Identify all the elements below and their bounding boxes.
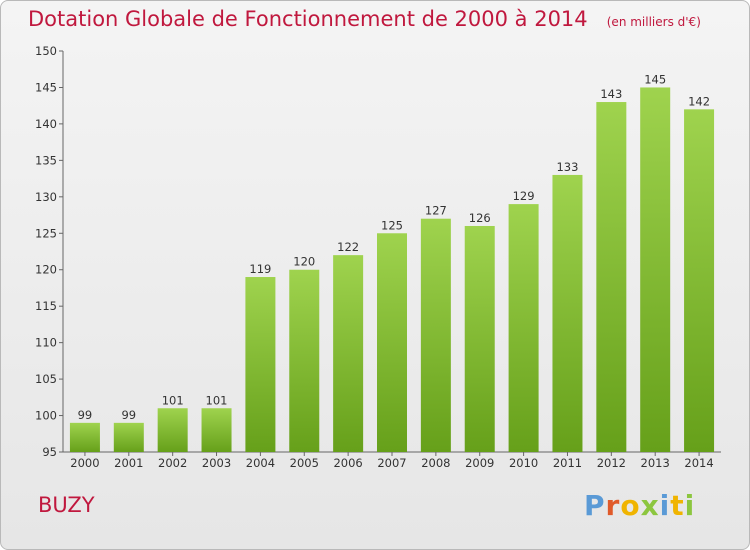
chart-subtitle: (en milliers d'€) bbox=[606, 15, 701, 29]
data-labels: 99 99 101 101 119 120 122 125 127 126 129 133 143 145… bbox=[78, 72, 710, 421]
bar bbox=[640, 87, 671, 453]
logo-letter: i bbox=[684, 489, 696, 522]
x-tick-label: 2006 bbox=[333, 456, 362, 470]
bar-value-label: 120 bbox=[293, 255, 315, 269]
bar-value-label: 127 bbox=[425, 204, 447, 218]
x-tick-label: 2002 bbox=[158, 456, 187, 470]
x-tick-label: 2004 bbox=[246, 456, 275, 470]
bar bbox=[420, 218, 451, 452]
bar bbox=[684, 109, 715, 452]
logo-letter: i bbox=[659, 489, 671, 522]
bar-value-label: 143 bbox=[600, 87, 622, 101]
bar-value-label: 126 bbox=[469, 211, 491, 225]
bar-value-label: 142 bbox=[688, 94, 710, 108]
x-tick-label: 2010 bbox=[509, 456, 538, 470]
bar bbox=[113, 422, 144, 452]
y-tick-label: 125 bbox=[35, 226, 57, 240]
x-tick-label: 2012 bbox=[597, 456, 626, 470]
y-tick-label: 120 bbox=[35, 263, 57, 277]
bar-value-label: 101 bbox=[162, 393, 184, 407]
x-tick-label: 2003 bbox=[202, 456, 231, 470]
axes: 95 100 105 110 115 120 125 130 135 140 145 150 2000 2… bbox=[35, 44, 721, 470]
bar-value-label: 122 bbox=[337, 240, 359, 254]
bar-value-label: 129 bbox=[513, 189, 535, 203]
x-tick-label: 2008 bbox=[421, 456, 450, 470]
x-tick-label: 2000 bbox=[70, 456, 99, 470]
logo-letter: t bbox=[670, 489, 685, 522]
bar bbox=[245, 277, 276, 452]
x-tick-label: 2001 bbox=[114, 456, 143, 470]
y-tick-label: 145 bbox=[35, 80, 57, 94]
bar bbox=[464, 225, 495, 452]
bar bbox=[552, 174, 583, 453]
bar-value-label: 125 bbox=[381, 218, 403, 232]
x-tick-label: 2009 bbox=[465, 456, 494, 470]
x-tick-label: 2007 bbox=[377, 456, 406, 470]
bar-value-label: 101 bbox=[206, 393, 228, 407]
y-tick-label: 105 bbox=[35, 372, 57, 386]
bar bbox=[333, 255, 364, 452]
title-row: Dotation Globale de Fonctionnement de 20… bbox=[28, 7, 701, 31]
y-tick-label: 140 bbox=[35, 117, 57, 131]
y-tick-label: 110 bbox=[35, 336, 57, 350]
chart-title: Dotation Globale de Fonctionnement de 20… bbox=[28, 7, 588, 31]
bar-value-label: 133 bbox=[556, 160, 578, 174]
bar bbox=[69, 422, 100, 452]
x-tick-label: 2013 bbox=[641, 456, 670, 470]
bar-value-label: 99 bbox=[78, 408, 93, 422]
y-tick-label: 150 bbox=[35, 44, 57, 58]
y-tick-label: 95 bbox=[42, 445, 57, 459]
logo-letter: P bbox=[584, 489, 606, 522]
bar bbox=[201, 408, 232, 452]
commune-label: BUZY bbox=[38, 493, 95, 517]
logo-letter: r bbox=[605, 489, 621, 522]
y-tick-label: 100 bbox=[35, 409, 57, 423]
y-tick-label: 130 bbox=[35, 190, 57, 204]
x-tick-label: 2011 bbox=[553, 456, 582, 470]
bar bbox=[508, 204, 539, 452]
bar-value-label: 145 bbox=[644, 72, 666, 86]
y-tick-label: 115 bbox=[35, 299, 57, 313]
bars bbox=[69, 87, 715, 453]
bar bbox=[596, 102, 627, 452]
bar-value-label: 99 bbox=[121, 408, 136, 422]
bar bbox=[157, 408, 188, 452]
logo-letter: o bbox=[620, 489, 641, 522]
proxiti-logo: Proxiti bbox=[584, 489, 695, 522]
y-tick-label: 135 bbox=[35, 153, 57, 167]
bar bbox=[377, 233, 407, 452]
x-tick-label: 2005 bbox=[290, 456, 319, 470]
x-tick-label: 2014 bbox=[684, 456, 713, 470]
bar-value-label: 119 bbox=[249, 262, 271, 276]
logo-letter: x bbox=[640, 489, 660, 522]
bar bbox=[289, 269, 320, 452]
